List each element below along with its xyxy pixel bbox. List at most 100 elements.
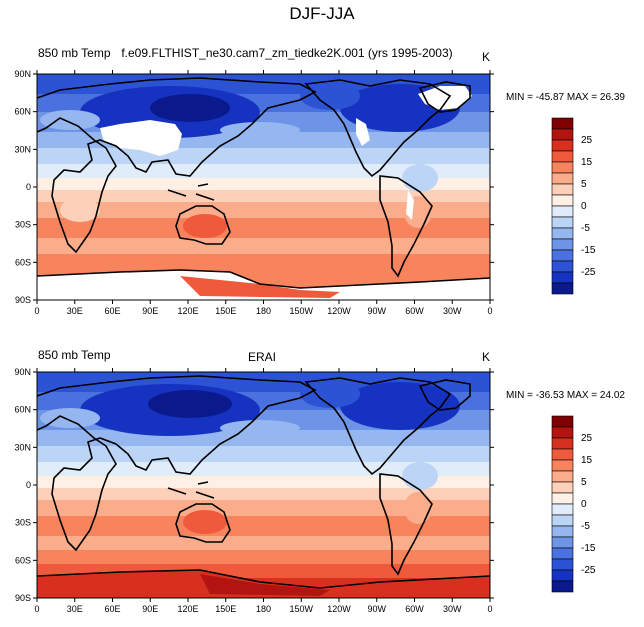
panel1-lon-label: 60W: [405, 306, 424, 316]
panel2-colorbar-box: [551, 437, 574, 450]
panel1-lon-label: 60E: [104, 306, 120, 316]
panel1-lon-label: 150W: [289, 306, 313, 316]
panel2-lon-label: 180: [256, 604, 271, 614]
panel1-colorbar-box: [551, 150, 574, 163]
panel1-lat-label: 30S: [15, 220, 31, 230]
panel2-lon-label: 90E: [142, 604, 158, 614]
panel1-lon-label: 0: [34, 306, 39, 316]
panel1-colorbar-label: 25: [581, 135, 593, 146]
panel1-coastlines: [37, 77, 490, 289]
panel2-lat-label: 90N: [14, 367, 31, 377]
panel2-min-max: MIN = -36.53 MAX = 24.02: [506, 390, 625, 401]
panel2-lon-label: 150W: [289, 604, 313, 614]
panel2-colorbar-box: [551, 481, 574, 494]
panel1-lon-label: 90W: [367, 306, 386, 316]
panel2-colorbar-box: [551, 536, 574, 549]
panel1-lon-label: 120W: [327, 306, 351, 316]
panel1-temperature-field: [37, 74, 490, 300]
panel1-colorbar-box: [551, 194, 574, 207]
panel1-colorbar-label: 0: [581, 201, 587, 212]
panel2-lon-label: 150E: [215, 604, 236, 614]
panel2-lon-label: 60W: [405, 604, 424, 614]
panel2-lon-label: 30E: [67, 604, 83, 614]
panel2-lon-label: 0: [34, 604, 39, 614]
panel1-colorbar-box: [551, 227, 574, 240]
panel2-colorbar-box: [551, 569, 574, 582]
panel2-colorbar-label: 25: [581, 433, 593, 444]
panel1-lon-label: 180: [256, 306, 271, 316]
panel2-lon-label: 120W: [327, 604, 351, 614]
panel2-lat-label: 90S: [15, 593, 31, 603]
panel2-colorbar-label: -15: [581, 543, 596, 554]
panel1-colorbar-label: 5: [581, 179, 587, 190]
panel2-colorbar-box: [551, 448, 574, 461]
panel2-colorbar-label: -5: [581, 521, 590, 532]
panel2-colorbar-box: [551, 470, 574, 483]
panel1-colorbar-box: [551, 260, 574, 273]
panel2-lon-label: 90W: [367, 604, 386, 614]
panel1-colorbar-box: [551, 249, 574, 262]
panel2-lon-label: 60E: [104, 604, 120, 614]
panel1-colorbar-box: [551, 238, 574, 251]
panel1-lon-label: 150E: [215, 306, 236, 316]
panel2-lat-label: 60S: [15, 555, 31, 565]
panel2-center-label: ERAI: [248, 350, 277, 364]
panel2-colorbar-box: [551, 492, 574, 505]
panel1-lat-label: 0: [26, 182, 31, 192]
panel1-lat-label: 90S: [15, 295, 31, 305]
panel1-colorbar-box: [551, 205, 574, 218]
panel2-colorbar-label: -25: [581, 565, 596, 576]
panel2-units-label: K: [482, 350, 491, 364]
panel2-colorbar-box: [551, 415, 574, 428]
panel2-colorbar-label: 5: [581, 477, 587, 488]
panel2-colorbar: 25 15 5 0 -5 -15 -25: [551, 415, 596, 593]
panel1-lat-label: 60S: [15, 257, 31, 267]
panel2-colorbar-box: [551, 426, 574, 439]
panel1-colorbar-label: -5: [581, 223, 590, 234]
panel2-lon-label: 0: [487, 604, 492, 614]
panel1-colorbar-box: [551, 117, 574, 130]
panel2-colorbar-box: [551, 514, 574, 527]
panel2-left-label: 850 mb Temp: [38, 348, 111, 362]
panel1-lon-label: 30E: [67, 306, 83, 316]
panel1-colorbar-label: 15: [581, 157, 593, 168]
panel2-coastlines: [37, 375, 490, 589]
panel1-colorbar-label: -15: [581, 245, 596, 256]
panel1-colorbar-box: [551, 216, 574, 229]
panel2-lon-label: 120E: [177, 604, 198, 614]
panel1-units-label: K: [482, 50, 491, 64]
panel2-colorbar-box: [551, 558, 574, 571]
panel2-colorbar-box: [551, 459, 574, 472]
panel1-colorbar-label: -25: [581, 267, 596, 278]
panel1-lon-label: 90E: [142, 306, 158, 316]
panel1-colorbar-box: [551, 183, 574, 196]
panel1-colorbar-box: [551, 282, 574, 295]
panel1-colorbar-box: [551, 128, 574, 141]
panel1-lon-label: 30W: [443, 306, 462, 316]
figure-title: DJF-JJA: [289, 4, 355, 23]
panel2-lat-label: 60N: [14, 405, 31, 415]
panel2-colorbar-box: [551, 580, 574, 593]
panel2-colorbar-box: [551, 503, 574, 516]
panel1-lat-label: 30N: [14, 144, 31, 154]
panel1-min-max: MIN = -45.87 MAX = 26.39: [506, 92, 625, 103]
panel2-temperature-field: [37, 372, 490, 598]
panel2-colorbar-label: 15: [581, 455, 593, 466]
panel2-lon-label: 30W: [443, 604, 462, 614]
panel1-colorbar: 25 15 5 0 -5 -15 -25: [551, 117, 596, 295]
panel1-lat-label: 90N: [14, 69, 31, 79]
panel1-colorbar-box: [551, 161, 574, 174]
panel1-colorbar-box: [551, 271, 574, 284]
panel1-lon-label: 0: [487, 306, 492, 316]
panel1-left-label: 850 mb Temp: [38, 46, 111, 60]
panel1-lon-label: 120E: [177, 306, 198, 316]
panel2-lat-label: 30S: [15, 518, 31, 528]
panel2-lat-label: 0: [26, 480, 31, 490]
panel2-colorbar-box: [551, 547, 574, 560]
panel1-lat-label: 60N: [14, 107, 31, 117]
